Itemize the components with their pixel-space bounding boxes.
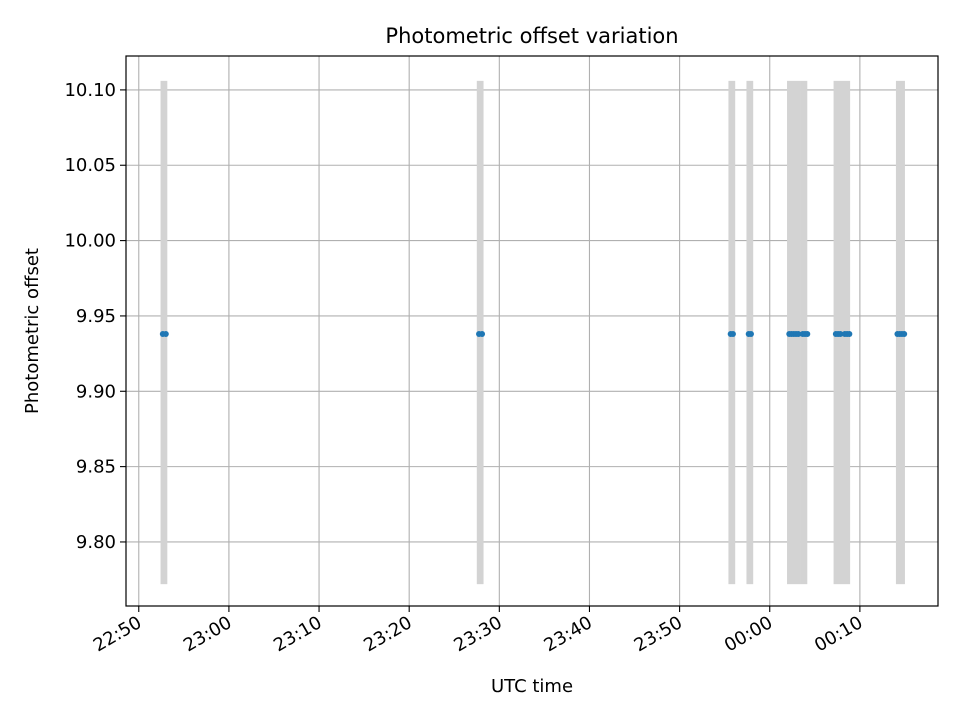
y-tick-label: 9.80 <box>76 532 116 553</box>
y-axis-title: Photometric offset <box>22 248 43 414</box>
y-tick-label: 10.00 <box>64 231 116 252</box>
data-point <box>804 331 811 338</box>
data-point <box>747 331 754 338</box>
data-point <box>729 331 736 338</box>
data-point <box>901 331 908 338</box>
data-point <box>795 331 802 338</box>
x-axis-title: UTC time <box>491 676 573 697</box>
y-tick-label: 9.95 <box>76 306 116 327</box>
y-tick-label: 10.05 <box>64 155 116 176</box>
data-point <box>837 331 844 338</box>
plot-frame <box>125 55 939 607</box>
data-points <box>159 331 908 338</box>
data-point <box>162 331 169 338</box>
chart-title: Photometric offset variation <box>385 24 678 48</box>
y-tick-label: 9.85 <box>76 457 116 478</box>
data-point <box>479 331 486 338</box>
y-tick-label: 10.10 <box>64 80 116 101</box>
plot-area <box>126 56 938 606</box>
y-axis-ticks: 9.80 9.85 9.90 9.95 10.00 10.05 10.10 <box>64 80 126 553</box>
data-point <box>846 331 853 338</box>
y-tick-label: 9.90 <box>76 381 116 402</box>
